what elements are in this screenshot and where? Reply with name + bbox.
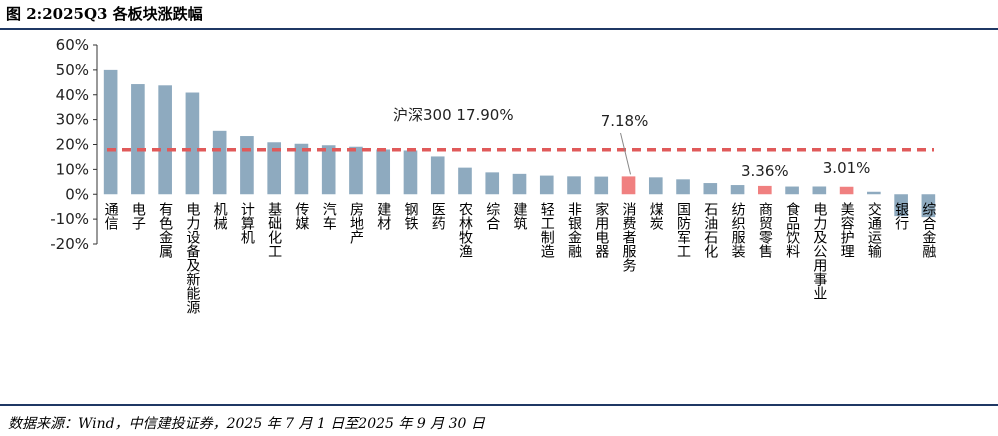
- source-note: 数据来源：Wind，中信建投证券，2025 年 7 月 1 日至2025 年 9…: [8, 416, 485, 432]
- y-tick-label: 10%: [56, 160, 89, 178]
- bar: [403, 150, 418, 195]
- bar: [894, 194, 908, 217]
- category-label: 建筑: [512, 202, 528, 231]
- category-label: 综合: [484, 202, 500, 230]
- annotation-label: 3.36%: [741, 162, 789, 180]
- bar: [212, 130, 227, 195]
- figure-title: 图 2:2025Q3 各板块涨跌幅: [6, 5, 203, 23]
- bar: [430, 156, 445, 195]
- category-label: 电力设备及新能源: [184, 202, 200, 314]
- category-label: 基础化工: [266, 202, 282, 259]
- bar: [294, 143, 309, 195]
- bar: [103, 69, 118, 195]
- bar: [539, 175, 554, 195]
- reference-line-label: 沪深300 17.90%: [393, 106, 514, 124]
- y-axis: -20% -10% 0% 10% 20% 30% 40% 50% 60%: [50, 36, 98, 253]
- category-label: 煤炭: [648, 202, 664, 230]
- category-label: 美容护理: [839, 202, 855, 258]
- category-label: 计算机: [239, 202, 255, 245]
- bottom-rule: [0, 404, 998, 406]
- annotation-leader: [620, 132, 632, 175]
- bar: [594, 176, 609, 195]
- y-tick-label: 0%: [65, 185, 89, 203]
- top-rule: [0, 28, 998, 30]
- bar: [867, 191, 881, 195]
- bar: [349, 146, 363, 195]
- bar: [485, 172, 500, 195]
- y-tick-label: 40%: [56, 86, 89, 104]
- category-label: 非银金融: [566, 202, 582, 258]
- bar: [648, 177, 663, 195]
- category-label: 机械: [212, 202, 228, 230]
- bar: [839, 186, 854, 195]
- y-tick-label: 30%: [56, 111, 89, 129]
- annotations: 7.18% 3.36% 3.01%: [601, 112, 871, 180]
- y-tick-label: -10%: [50, 210, 89, 228]
- category-label: 医药: [430, 202, 446, 230]
- bar: [812, 186, 827, 195]
- bar: [185, 92, 200, 195]
- bars: [103, 69, 936, 218]
- y-tick-label: 60%: [56, 36, 89, 54]
- bar: [567, 176, 581, 195]
- category-label: 电力及公用事业: [811, 202, 827, 300]
- category-label: 纺织服装: [730, 202, 746, 258]
- bar: [703, 183, 718, 195]
- category-label: 综合金融: [920, 202, 936, 258]
- category-labels: 通信 电子 有色金属 电力设备及新能源 机械 计算机 基础化工 传媒 汽车 房地产 建材 钢铁 医药 农林…: [103, 202, 937, 315]
- bar: [676, 179, 690, 195]
- bar-chart: -20% -10% 0% 10% 20% 30% 40% 50% 60% 通信 电子 有色金属 电力设…: [50, 36, 937, 315]
- bar: [921, 194, 936, 218]
- bar: [267, 142, 281, 195]
- y-tick-label: -20%: [50, 235, 89, 253]
- category-label: 房地产: [348, 202, 364, 245]
- bar: [621, 176, 636, 195]
- bar: [131, 84, 145, 195]
- category-label: 有色金属: [157, 202, 173, 258]
- category-label: 食品饮料: [784, 202, 800, 259]
- annotation-label: 7.18%: [601, 112, 649, 130]
- bar: [158, 85, 172, 195]
- bar: [785, 186, 799, 195]
- category-label: 传媒: [293, 202, 309, 230]
- bar: [512, 173, 527, 195]
- y-tick-label: 20%: [56, 136, 89, 154]
- y-tick-label: 50%: [56, 61, 89, 79]
- bar: [758, 185, 772, 195]
- bar: [321, 145, 336, 195]
- bar: [730, 185, 745, 195]
- bar: [376, 149, 391, 195]
- category-label: 汽车: [321, 202, 337, 230]
- category-label: 国防军工: [675, 202, 691, 258]
- category-label: 家用电器: [593, 202, 609, 259]
- category-label: 银行: [893, 202, 909, 231]
- category-label: 通信: [103, 202, 119, 230]
- category-label: 建材: [375, 202, 391, 230]
- category-label: 石油石化: [702, 202, 718, 259]
- category-label: 钢铁: [402, 202, 418, 230]
- category-label: 农林牧渔: [457, 202, 473, 258]
- bar: [458, 167, 472, 195]
- bar: [240, 136, 254, 195]
- reference-line-group: 沪深300 17.90%: [107, 106, 934, 152]
- annotation-label: 3.01%: [823, 159, 871, 177]
- category-label: 交通运输: [866, 202, 882, 259]
- category-label: 消费者服务: [621, 202, 637, 272]
- category-label: 轻工制造: [539, 202, 555, 259]
- category-label: 商贸零售: [757, 202, 773, 258]
- category-label: 电子: [130, 202, 146, 230]
